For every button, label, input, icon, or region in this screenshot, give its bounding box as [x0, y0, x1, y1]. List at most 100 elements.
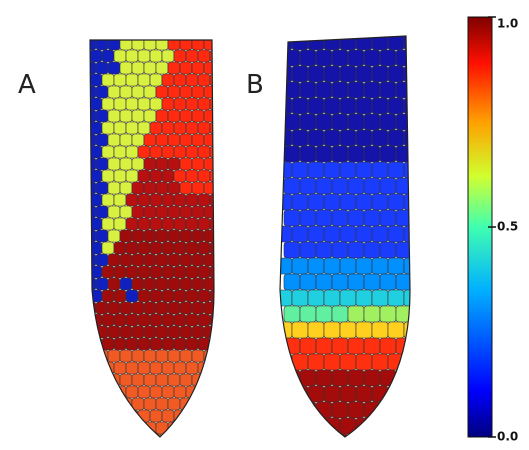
cell	[387, 193, 405, 211]
cell	[101, 121, 115, 135]
cell	[197, 217, 211, 231]
cell	[173, 145, 187, 159]
cell	[155, 349, 169, 363]
cell	[197, 289, 211, 303]
cell	[339, 225, 357, 243]
cell	[355, 97, 373, 115]
cell	[119, 61, 133, 75]
cell	[155, 325, 169, 339]
cell	[131, 349, 145, 363]
cell	[155, 421, 169, 435]
cell	[167, 229, 181, 243]
cell	[155, 61, 169, 75]
cell	[412, 210, 428, 226]
cell	[323, 193, 341, 211]
cell	[315, 337, 333, 355]
cell	[167, 133, 181, 147]
cell	[355, 321, 373, 339]
cell	[173, 169, 187, 183]
cell	[216, 134, 228, 146]
cell	[107, 325, 121, 339]
cell	[191, 253, 205, 267]
cell	[307, 65, 325, 83]
cell	[283, 273, 301, 291]
cell	[216, 206, 228, 218]
cell	[101, 193, 115, 207]
cell	[203, 277, 214, 291]
cell	[363, 177, 381, 195]
cell	[119, 421, 133, 435]
cell	[347, 337, 365, 355]
cell	[280, 129, 293, 147]
cell	[315, 177, 333, 195]
cell	[197, 121, 211, 135]
cell	[315, 209, 333, 227]
cell	[339, 97, 357, 115]
cell	[161, 361, 175, 375]
cell	[137, 145, 151, 159]
cell	[203, 109, 214, 123]
cell	[299, 305, 317, 323]
cell	[149, 289, 163, 303]
cell	[209, 433, 214, 437]
cell	[379, 433, 397, 437]
cell	[125, 313, 139, 327]
cell	[331, 241, 349, 259]
cell	[125, 265, 139, 279]
cell	[101, 265, 115, 279]
cell	[371, 129, 389, 147]
cell	[95, 397, 109, 411]
cell	[209, 145, 214, 159]
cell	[299, 209, 317, 227]
cell	[331, 305, 349, 323]
cell	[331, 49, 349, 67]
cell	[119, 181, 133, 195]
cell	[323, 161, 341, 179]
cell	[113, 289, 127, 303]
cell	[412, 242, 428, 258]
cell	[323, 36, 341, 51]
cell	[185, 409, 199, 423]
cell	[179, 181, 193, 195]
cell	[95, 421, 109, 435]
cell	[131, 205, 145, 219]
cell	[107, 397, 121, 411]
cell	[216, 398, 228, 410]
cell	[143, 181, 157, 195]
cell	[101, 49, 115, 63]
cell	[167, 253, 181, 267]
cell	[161, 49, 175, 63]
cell	[280, 193, 293, 211]
cell	[387, 289, 405, 307]
cell	[307, 97, 325, 115]
cell	[191, 61, 205, 75]
tick-label: 0.0	[497, 430, 518, 444]
cell	[90, 409, 103, 423]
cell	[387, 321, 405, 339]
cell	[90, 229, 97, 243]
cell	[299, 433, 317, 437]
cell	[167, 157, 181, 171]
cell	[395, 401, 410, 419]
cell	[197, 145, 211, 159]
cell	[101, 337, 115, 351]
cell	[125, 121, 139, 135]
cell	[403, 257, 410, 275]
tissue-a	[90, 40, 228, 437]
cell	[107, 277, 121, 291]
cell	[119, 109, 133, 123]
cell	[203, 85, 214, 99]
cell	[197, 73, 211, 87]
cell	[90, 397, 97, 411]
cell	[323, 97, 341, 115]
cell	[137, 265, 151, 279]
cell	[363, 81, 381, 99]
cell	[107, 85, 121, 99]
cell	[299, 113, 317, 131]
cell	[355, 65, 373, 83]
cell	[191, 181, 205, 195]
cell	[101, 385, 115, 399]
cell	[412, 50, 428, 66]
cell	[283, 433, 301, 437]
cell	[203, 157, 214, 171]
